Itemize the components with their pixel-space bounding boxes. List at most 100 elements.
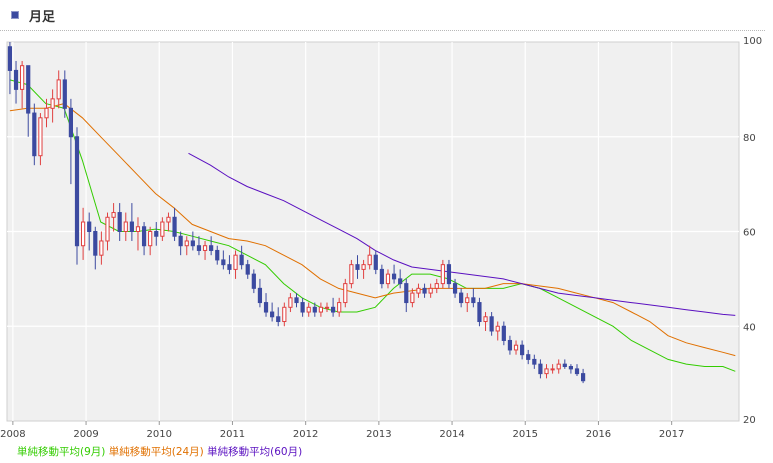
candle-body [477, 302, 482, 323]
candle [355, 255, 360, 279]
candle [202, 240, 208, 260]
candle [263, 293, 269, 317]
candle [32, 103, 37, 166]
candle-body [337, 302, 342, 313]
candle [123, 212, 128, 241]
candle [538, 359, 543, 379]
candle-body [74, 136, 80, 247]
candle [391, 264, 397, 284]
candle-body [580, 373, 586, 382]
candle-body [452, 283, 458, 294]
candle-body [26, 65, 31, 114]
candle-body [87, 221, 92, 232]
candle [471, 288, 476, 308]
candle-body [135, 226, 141, 232]
candle-body [428, 287, 433, 294]
candle-body [123, 221, 128, 232]
candle [257, 278, 263, 308]
candle-body [312, 306, 317, 313]
candle-body [526, 354, 531, 360]
candle [404, 278, 409, 313]
candle-body [495, 325, 500, 332]
candle-body [93, 231, 98, 256]
candle [513, 340, 519, 355]
candle [270, 302, 275, 322]
candle-body [459, 292, 464, 304]
candle-body [556, 363, 561, 370]
candle [324, 302, 330, 313]
candle [13, 60, 19, 104]
legend-item-ma9: 単純移動平均(9月) [17, 446, 106, 458]
candle [501, 321, 506, 346]
candle [233, 250, 238, 279]
candle [520, 340, 525, 360]
candle-body [160, 221, 165, 237]
candle-body [20, 65, 25, 90]
candle-body [184, 240, 189, 247]
candle-body [410, 292, 415, 304]
candle-body [227, 264, 232, 270]
candle [361, 259, 366, 279]
candle [239, 245, 244, 270]
candle [367, 245, 372, 270]
candle [428, 283, 433, 298]
candle [568, 364, 574, 374]
candle [26, 65, 31, 137]
candle [398, 269, 403, 289]
candle [318, 302, 324, 317]
candle [294, 293, 299, 308]
y-tick-label: 60 [743, 228, 756, 239]
candle [507, 335, 513, 355]
candle [379, 264, 384, 289]
candle [337, 297, 342, 317]
candle [154, 222, 159, 246]
x-tick-label: 2016 [586, 429, 611, 440]
candle [184, 236, 189, 256]
candle-body [141, 226, 147, 247]
candle [306, 302, 311, 317]
candle [556, 359, 561, 374]
candle [7, 42, 13, 95]
candle-body [129, 221, 134, 232]
candle [300, 297, 305, 317]
candle-body [215, 249, 220, 261]
candle-body [233, 254, 238, 270]
candle [135, 217, 141, 251]
candle-body [50, 98, 55, 109]
x-tick-label: 2014 [439, 429, 464, 440]
candle-body [105, 216, 110, 242]
candle-body [245, 264, 250, 275]
candle [282, 302, 287, 327]
candle [105, 212, 110, 251]
candle [330, 297, 336, 317]
candle-body [13, 69, 19, 90]
candle [495, 321, 500, 341]
candle-body [56, 79, 61, 100]
candle-body [532, 358, 537, 365]
candle-body [239, 254, 244, 266]
candle [440, 259, 445, 289]
candle [251, 269, 256, 294]
candle [245, 259, 250, 279]
candle [172, 207, 177, 241]
candle-body [99, 240, 104, 256]
candle [446, 259, 452, 289]
candle-body [263, 302, 269, 313]
candle [221, 250, 226, 270]
candle [160, 217, 165, 241]
candle-body [544, 368, 549, 375]
candle [550, 364, 555, 374]
candle-body [80, 221, 86, 247]
candle-body [355, 264, 360, 270]
candle-body [343, 283, 348, 304]
candle-body [148, 231, 153, 247]
candle [532, 354, 537, 369]
candle-body [282, 306, 287, 323]
candle-body [574, 368, 580, 375]
candle-body [62, 79, 67, 109]
candle [580, 368, 586, 384]
candle-body [324, 306, 330, 309]
candle-body [202, 245, 208, 251]
candle-body [178, 235, 183, 247]
